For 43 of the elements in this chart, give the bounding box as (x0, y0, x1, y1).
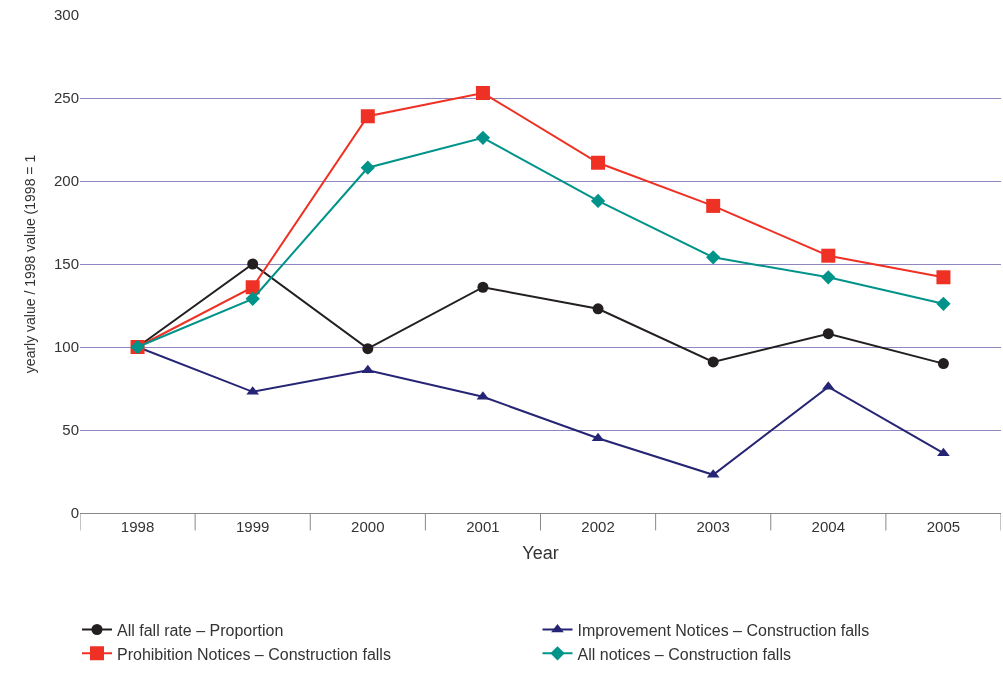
point (477, 281, 489, 293)
point (247, 258, 259, 270)
x-tick-label: 2003 (696, 518, 730, 535)
y-tick-label: 200 (53, 172, 79, 190)
x-tick-label: 2000 (351, 518, 385, 535)
point (360, 109, 375, 124)
x-axis-title: Year (522, 543, 559, 564)
legend-label: Prohibition Notices – Construction falls (117, 645, 391, 663)
point (245, 291, 260, 307)
point (360, 160, 375, 175)
y-tick-label: 250 (53, 89, 79, 107)
point (937, 358, 949, 370)
point (245, 280, 260, 295)
point (475, 86, 490, 101)
point (821, 270, 836, 285)
y-tick-label: 50 (62, 421, 79, 439)
y-tick-label: 0 (70, 504, 79, 522)
legend-label: Improvement Notices – Construction falls (577, 621, 870, 639)
point (706, 250, 721, 265)
y-tick-label: 150 (53, 255, 79, 273)
x-tick-label: 2001 (466, 518, 500, 535)
point (475, 130, 491, 145)
y-tick-label: 300 (53, 6, 79, 24)
point (936, 296, 951, 311)
legend-label: All notices – Construction falls (577, 645, 791, 663)
point (592, 303, 604, 315)
point (821, 248, 836, 263)
point (362, 343, 374, 355)
y-tick-label: 100 (53, 338, 79, 356)
legend-label: All fall rate – Proportion (117, 621, 284, 639)
x-tick-label: 2005 (926, 518, 961, 535)
y-axis-title: yearly value / 1998 value (1998 = 1 (21, 154, 38, 374)
x-tick-label: 2002 (581, 518, 615, 535)
point (936, 270, 951, 285)
x-tick-label: 2004 (811, 518, 845, 535)
point (822, 328, 834, 340)
point (590, 193, 606, 209)
point (707, 356, 719, 368)
point (591, 432, 605, 442)
x-tick-label: 1998 (120, 518, 155, 535)
point (706, 198, 721, 213)
x-tick-label: 1999 (236, 518, 270, 535)
point (591, 155, 606, 170)
